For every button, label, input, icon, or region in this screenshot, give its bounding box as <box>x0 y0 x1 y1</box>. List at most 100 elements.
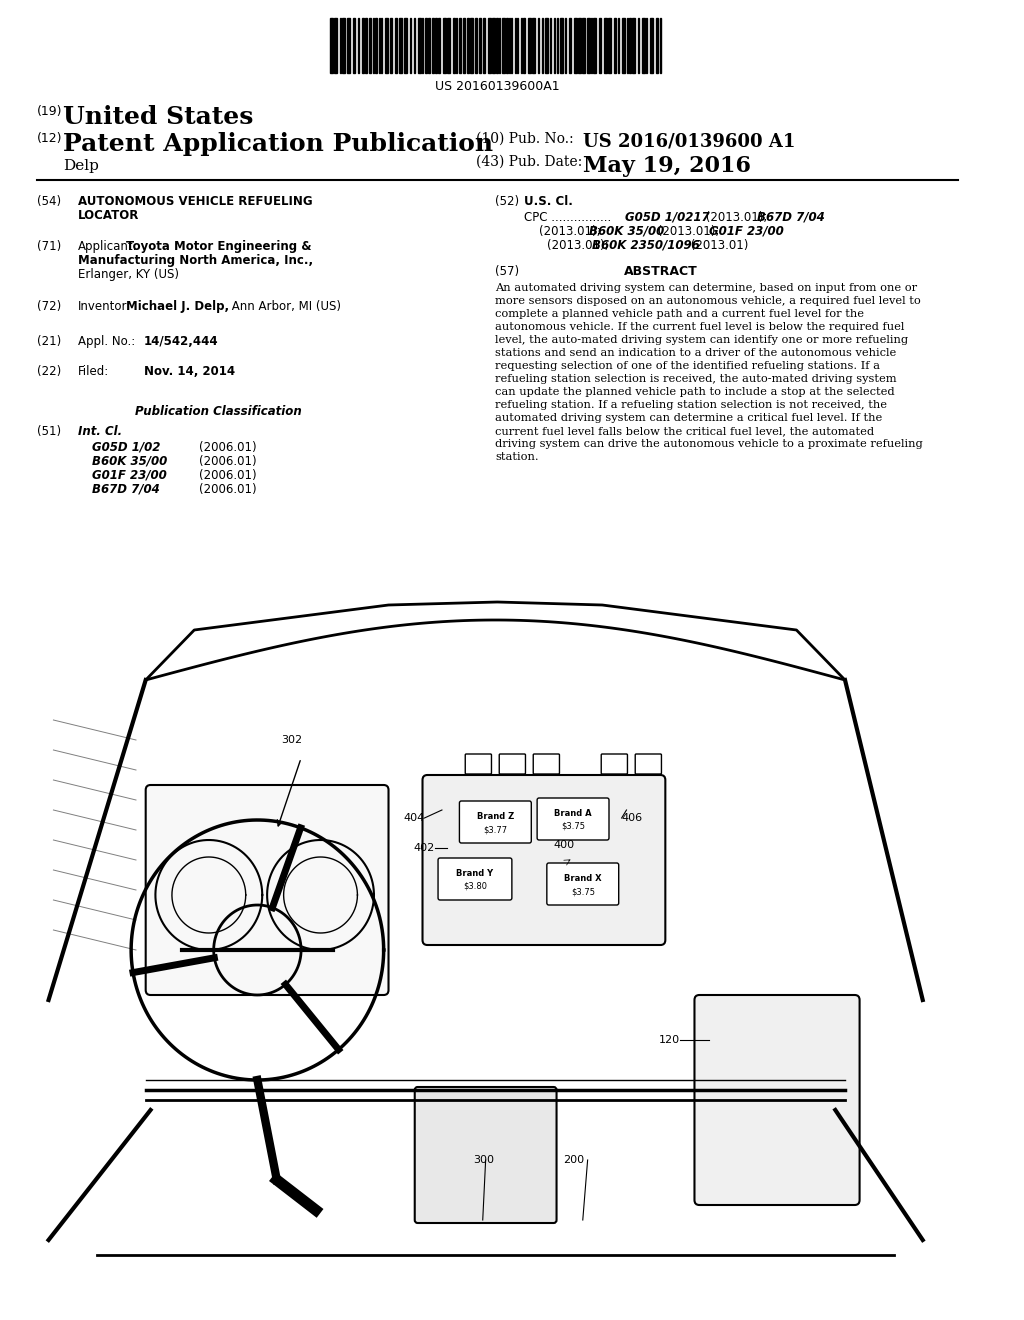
Text: 14/542,444: 14/542,444 <box>143 335 218 348</box>
Bar <box>613 18 615 73</box>
Text: (2013.01);: (2013.01); <box>539 224 604 238</box>
Text: Patent Application Publication: Patent Application Publication <box>63 132 494 156</box>
Bar <box>352 18 355 73</box>
FancyBboxPatch shape <box>415 1086 557 1224</box>
Text: United States: United States <box>63 106 254 129</box>
Bar <box>506 18 508 73</box>
Text: (21): (21) <box>37 335 61 348</box>
Text: LOCATOR: LOCATOR <box>78 209 139 222</box>
Text: B60K 2350/1096: B60K 2350/1096 <box>593 239 700 252</box>
Text: automated driving system can determine a critical fuel level. If the: automated driving system can determine a… <box>496 413 883 422</box>
Bar <box>446 18 450 73</box>
Bar <box>574 18 577 73</box>
Text: G05D 1/0217: G05D 1/0217 <box>625 211 710 224</box>
Text: Nov. 14, 2014: Nov. 14, 2014 <box>143 366 234 378</box>
Text: (2006.01): (2006.01) <box>199 441 257 454</box>
Bar <box>347 18 349 73</box>
Text: Manufacturing North America, Inc.,: Manufacturing North America, Inc., <box>78 253 312 267</box>
Bar <box>599 18 601 73</box>
Bar <box>632 18 635 73</box>
FancyBboxPatch shape <box>547 863 618 906</box>
Text: US 20160139600A1: US 20160139600A1 <box>435 81 559 92</box>
Bar <box>334 18 337 73</box>
Text: $3.75: $3.75 <box>561 822 585 832</box>
Text: (2006.01): (2006.01) <box>199 469 257 482</box>
Bar <box>366 18 368 73</box>
Text: Brand Y: Brand Y <box>457 869 494 878</box>
Bar <box>569 18 571 73</box>
Text: stations and send an indication to a driver of the autonomous vehicle: stations and send an indication to a dri… <box>496 348 897 358</box>
FancyBboxPatch shape <box>460 801 531 843</box>
Text: G05D 1/02: G05D 1/02 <box>92 441 161 454</box>
Text: G01F 23/00: G01F 23/00 <box>92 469 167 482</box>
Bar <box>438 18 440 73</box>
Bar <box>479 18 481 73</box>
FancyBboxPatch shape <box>538 799 609 840</box>
Bar <box>453 18 455 73</box>
Text: $3.80: $3.80 <box>463 882 487 891</box>
Text: 404: 404 <box>403 813 425 822</box>
Text: (52): (52) <box>496 195 519 209</box>
Bar <box>493 18 496 73</box>
Bar <box>470 18 473 73</box>
Bar <box>443 18 445 73</box>
Text: AUTONOMOUS VEHICLE REFUELING: AUTONOMOUS VEHICLE REFUELING <box>78 195 312 209</box>
FancyBboxPatch shape <box>438 858 512 900</box>
Text: May 19, 2016: May 19, 2016 <box>583 154 751 177</box>
Bar <box>369 18 371 73</box>
Text: Inventor:: Inventor: <box>78 300 131 313</box>
FancyBboxPatch shape <box>534 754 559 774</box>
FancyBboxPatch shape <box>145 785 388 995</box>
Bar <box>582 18 585 73</box>
Text: (57): (57) <box>496 265 519 279</box>
Text: G01F 23/00: G01F 23/00 <box>709 224 783 238</box>
Bar <box>482 18 484 73</box>
Bar <box>522 18 525 73</box>
Text: Delp: Delp <box>63 158 99 173</box>
Bar <box>362 18 365 73</box>
Text: Ann Arbor, MI (US): Ann Arbor, MI (US) <box>228 300 341 313</box>
Text: (10) Pub. No.:: (10) Pub. No.: <box>476 132 573 147</box>
Text: (71): (71) <box>37 240 61 253</box>
Text: 402: 402 <box>414 843 435 853</box>
Text: US 2016/0139600 A1: US 2016/0139600 A1 <box>583 132 796 150</box>
Text: (19): (19) <box>37 106 62 117</box>
Text: Michael J. Delp,: Michael J. Delp, <box>126 300 229 313</box>
FancyBboxPatch shape <box>601 754 628 774</box>
Text: station.: station. <box>496 451 539 462</box>
Text: $3.75: $3.75 <box>570 887 595 896</box>
FancyBboxPatch shape <box>423 775 666 945</box>
Bar <box>463 18 465 73</box>
Bar <box>587 18 590 73</box>
Text: more sensors disposed on an autonomous vehicle, a required fuel level to: more sensors disposed on an autonomous v… <box>496 296 922 306</box>
Text: (51): (51) <box>37 425 61 438</box>
Text: An automated driving system can determine, based on input from one or: An automated driving system can determin… <box>496 282 918 293</box>
Text: 200: 200 <box>563 1155 585 1166</box>
Text: Appl. No.:: Appl. No.: <box>78 335 135 348</box>
Text: (2013.01);: (2013.01); <box>547 239 612 252</box>
Bar <box>460 18 462 73</box>
Text: 120: 120 <box>658 1035 680 1045</box>
Bar <box>622 18 625 73</box>
Text: (2013.01);: (2013.01); <box>653 224 723 238</box>
Bar <box>560 18 563 73</box>
FancyBboxPatch shape <box>465 754 492 774</box>
Bar <box>650 18 652 73</box>
Bar <box>404 18 407 73</box>
Text: U.S. Cl.: U.S. Cl. <box>524 195 573 209</box>
Text: (72): (72) <box>37 300 61 313</box>
Bar <box>330 18 333 73</box>
Text: (2013.01);: (2013.01); <box>702 211 771 224</box>
Text: level, the auto-mated driving system can identify one or more refueling: level, the auto-mated driving system can… <box>496 335 908 345</box>
FancyBboxPatch shape <box>500 754 525 774</box>
Bar <box>532 18 536 73</box>
Bar <box>487 18 490 73</box>
Bar <box>395 18 397 73</box>
Text: requesting selection of one of the identified refueling stations. If a: requesting selection of one of the ident… <box>496 360 881 371</box>
Text: (12): (12) <box>37 132 62 145</box>
Text: 302: 302 <box>282 735 303 744</box>
Bar <box>528 18 531 73</box>
Bar <box>375 18 377 73</box>
Text: Filed:: Filed: <box>78 366 109 378</box>
Bar <box>435 18 437 73</box>
